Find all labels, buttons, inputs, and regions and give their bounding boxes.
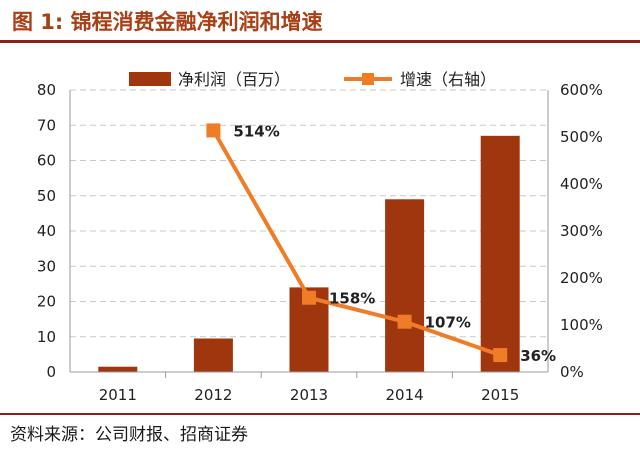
y-left-tick-label: 60 bbox=[37, 152, 56, 170]
y-left-tick-label: 70 bbox=[37, 116, 56, 134]
bar bbox=[98, 366, 138, 372]
growth-data-label: 514% bbox=[233, 122, 279, 140]
growth-data-label: 107% bbox=[425, 314, 471, 332]
x-tick-label: 2012 bbox=[194, 386, 232, 404]
x-tick-label: 2011 bbox=[99, 386, 137, 404]
growth-line bbox=[211, 129, 501, 357]
y-left-tick-label: 10 bbox=[37, 328, 56, 346]
growth-marker bbox=[302, 290, 316, 305]
y-left-tick-label: 30 bbox=[37, 257, 56, 275]
legend-bar-label: 净利润（百万） bbox=[178, 70, 290, 89]
growth-marker bbox=[206, 123, 221, 138]
y-right-tick-label: 100% bbox=[560, 316, 603, 334]
y-right-tick-label: 200% bbox=[560, 269, 603, 287]
line-series bbox=[206, 123, 508, 363]
bar bbox=[385, 199, 425, 372]
chart-title: 图 1: 锦程消费金融净利润和增速 bbox=[12, 10, 323, 34]
combo-chart: 0 10 20 30 40 50 60 70 80 0% 100% 200% 300% 400% 500% 6… bbox=[37, 70, 603, 404]
y-left-tick-label: 40 bbox=[37, 222, 56, 240]
legend-line-marker bbox=[362, 73, 374, 85]
growth-marker bbox=[493, 348, 508, 363]
y-left-tick-label: 20 bbox=[37, 293, 56, 311]
bar bbox=[193, 338, 233, 372]
legend: 净利润（百万） 增速（右轴） bbox=[129, 70, 496, 89]
bar-series bbox=[98, 135, 520, 372]
growth-marker bbox=[397, 314, 412, 329]
title-divider bbox=[0, 40, 640, 43]
source-note: 资料来源：公司财报、招商证券 bbox=[10, 425, 248, 445]
legend-line-label: 增速（右轴） bbox=[400, 70, 496, 89]
y-right-tick-label: 400% bbox=[560, 175, 603, 193]
y-right-tick-label: 300% bbox=[560, 222, 603, 240]
footer-divider bbox=[0, 413, 640, 415]
x-tick-label: 2015 bbox=[481, 386, 519, 404]
axes: 0 10 20 30 40 50 60 70 80 0% 100% 200% 300% 400% 500% 6… bbox=[37, 81, 603, 404]
bar bbox=[480, 135, 520, 372]
data-labels: 514% 158% 107% 36% bbox=[233, 122, 556, 365]
y-left-tick-label: 80 bbox=[37, 81, 56, 99]
x-tick-label: 2014 bbox=[386, 386, 424, 404]
y-right-tick-label: 500% bbox=[560, 128, 603, 146]
legend-bar-swatch bbox=[129, 72, 171, 86]
y-right-tick-label: 0% bbox=[560, 363, 584, 381]
y-left-tick-label: 0 bbox=[46, 363, 56, 381]
x-tick-label: 2013 bbox=[290, 386, 328, 404]
y-right-tick-label: 600% bbox=[560, 81, 603, 99]
y-left-tick-label: 50 bbox=[37, 187, 56, 205]
growth-data-label: 36% bbox=[520, 347, 556, 365]
growth-data-label: 158% bbox=[329, 290, 375, 308]
